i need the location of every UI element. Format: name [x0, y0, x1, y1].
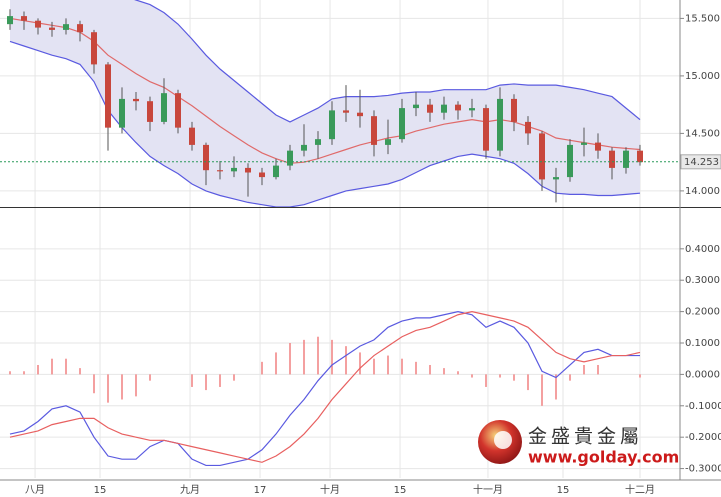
candle-body — [427, 104, 433, 113]
candle-body — [119, 98, 125, 128]
candle-body — [49, 27, 55, 30]
candle-body — [399, 108, 405, 140]
candle-body — [609, 150, 615, 168]
last-price-label: 14.253 — [684, 157, 719, 168]
y-tick-label: 15.000 — [685, 71, 720, 82]
candle-body — [567, 144, 573, 178]
x-tick-label: 十二月 — [625, 483, 655, 496]
candle-body — [105, 64, 111, 128]
candle-body — [385, 139, 391, 145]
y-tick-label: 0.4000 — [685, 244, 720, 255]
x-tick-label: 15 — [557, 485, 570, 496]
last-price-tag — [680, 154, 721, 170]
candle-body — [553, 177, 559, 180]
y-tick-label: -0.1000 — [685, 401, 721, 412]
candle-body — [637, 150, 643, 163]
y-tick-label: 15.500 — [685, 13, 720, 24]
x-tick-label: 八月 — [25, 484, 45, 496]
band-line — [9, 17, 641, 164]
candle-body — [623, 150, 629, 168]
band-line — [9, 40, 641, 208]
candle-body — [315, 139, 321, 145]
candle-body — [595, 142, 601, 151]
candle-body — [581, 142, 587, 145]
logo-name: 金盛貴金屬 — [528, 426, 643, 448]
y-tick-label: 0.0000 — [685, 369, 720, 380]
candle-body — [147, 101, 153, 122]
candle-body — [357, 112, 363, 117]
logo-url: www.golday.com — [528, 448, 679, 467]
x-tick-label: 九月 — [180, 484, 200, 496]
candle-body — [343, 110, 349, 113]
y-tick-label: -0.3000 — [685, 464, 721, 475]
candle-body — [483, 108, 489, 151]
candle-body — [245, 167, 251, 173]
x-tick-label: 15 — [94, 485, 107, 496]
candle-body — [7, 16, 13, 25]
band-line — [134, 0, 641, 123]
x-tick-label: 十一月 — [473, 483, 503, 496]
candle-body — [133, 98, 139, 102]
candle-body — [371, 116, 377, 145]
candle-body — [161, 93, 167, 122]
candle-body — [259, 172, 265, 178]
x-tick-label: 17 — [254, 485, 267, 496]
candle-body — [77, 24, 83, 33]
y-tick-label: 0.2000 — [685, 307, 720, 318]
y-tick-label: 14.000 — [685, 186, 720, 197]
logo-inner — [494, 431, 512, 449]
candle-body — [203, 144, 209, 171]
candle-body — [511, 98, 517, 122]
macd-line — [9, 310, 640, 467]
candle-body — [539, 133, 545, 180]
candle-body — [525, 121, 531, 134]
macd-line — [9, 310, 641, 463]
candle-body — [287, 150, 293, 166]
candle-body — [21, 16, 27, 21]
x-tick-label: 15 — [394, 485, 407, 496]
candle-body — [231, 167, 237, 172]
candle-body — [469, 108, 475, 111]
candle-body — [63, 24, 69, 30]
y-tick-label: 14.500 — [685, 128, 720, 139]
candle-body — [441, 104, 447, 113]
candle-body — [35, 20, 41, 28]
candle-body — [413, 104, 419, 109]
x-tick-label: 十月 — [320, 483, 340, 496]
y-tick-label: 0.1000 — [685, 338, 720, 349]
y-tick-label: 0.3000 — [685, 275, 720, 286]
candle-body — [217, 170, 223, 172]
candle-body — [175, 93, 181, 128]
candle-body — [497, 98, 503, 151]
y-tick-label: -0.2000 — [685, 432, 721, 443]
candle-body — [455, 104, 461, 111]
candle-body — [91, 32, 97, 65]
candle-body — [301, 144, 307, 151]
candle-body — [329, 110, 335, 140]
candle-body — [273, 165, 279, 178]
candle-body — [189, 127, 195, 145]
